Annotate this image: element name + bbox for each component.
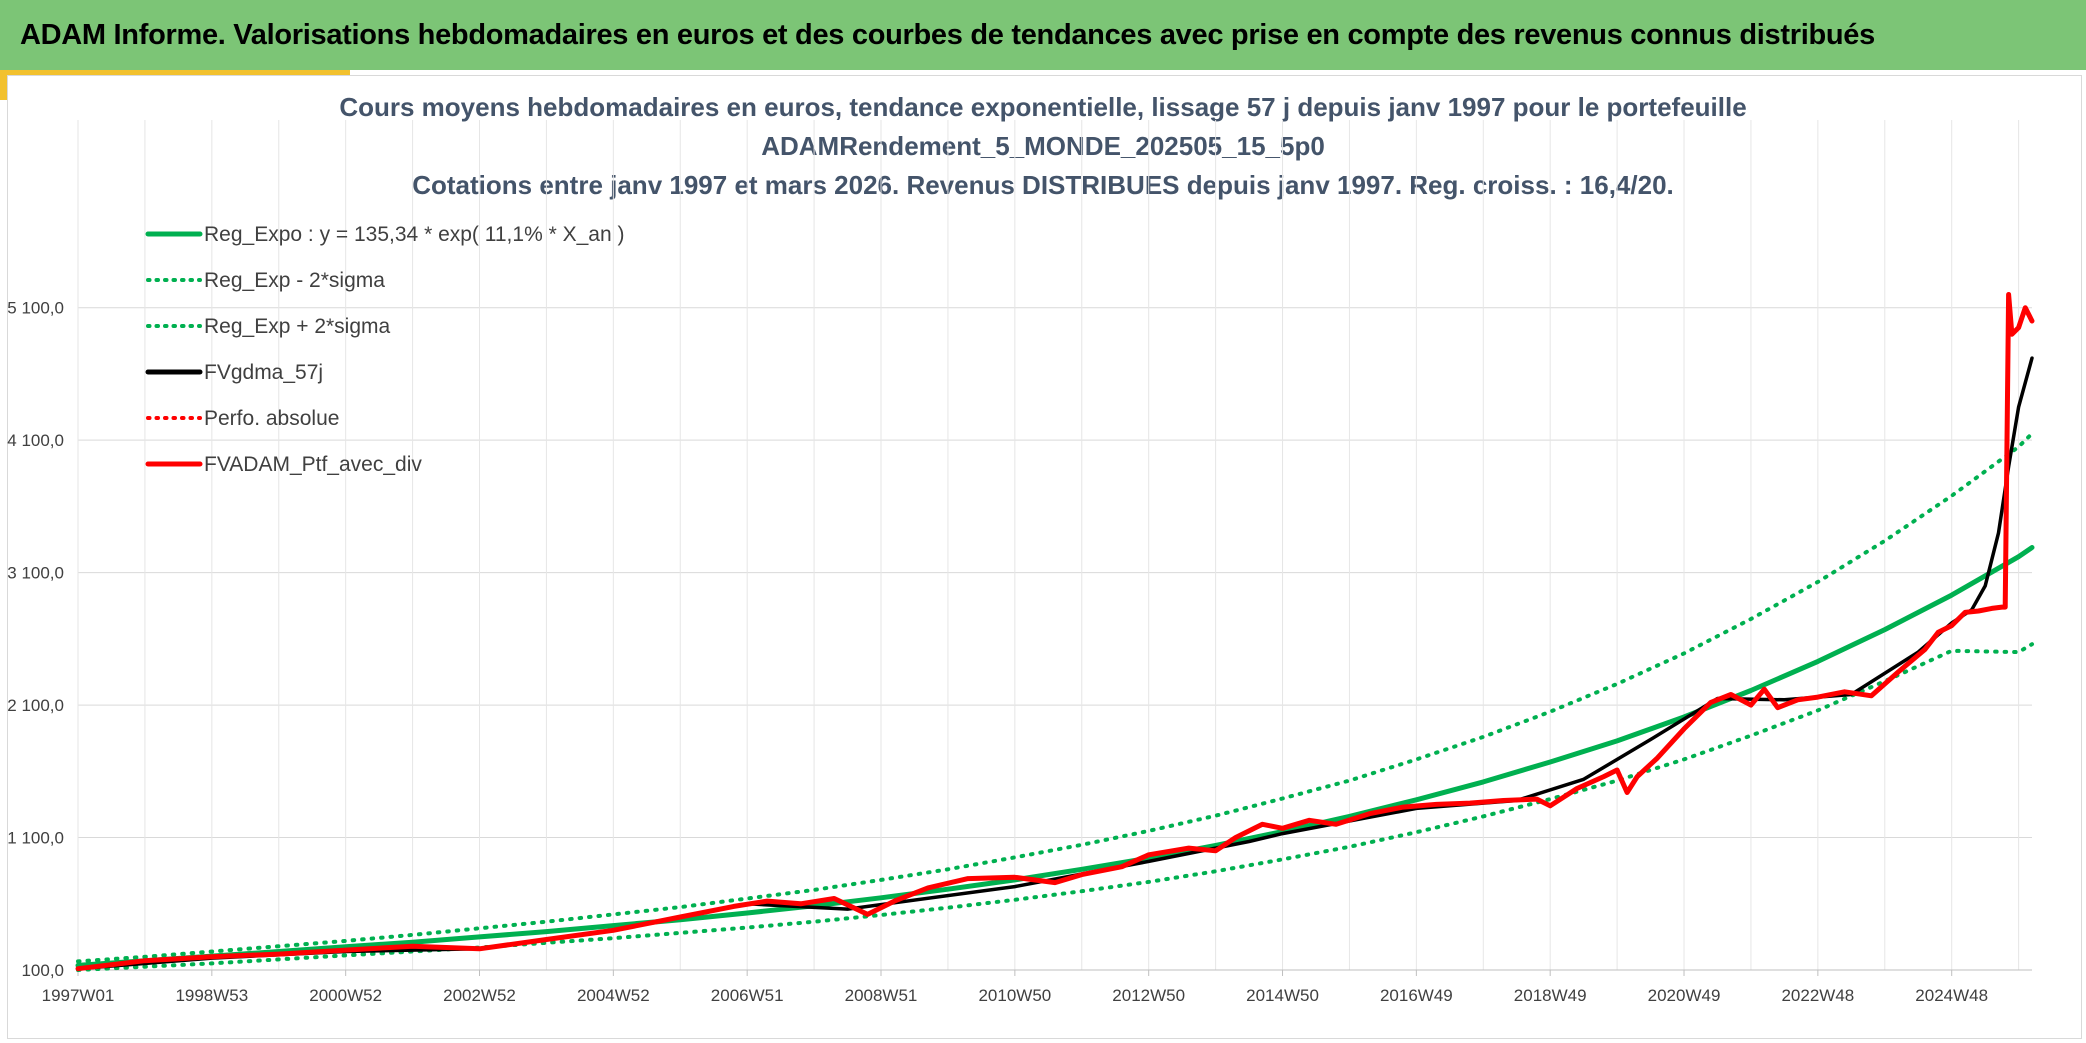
accent-bar (0, 70, 350, 75)
chart-title-line-2: ADAMRendement_5_MONDE_202505_15_5p0 (761, 131, 1325, 161)
x-tick-label: 2024W48 (1915, 986, 1988, 1005)
series-group (75, 292, 2035, 972)
grid (77, 120, 2032, 971)
y-tick-label: 2 100,0 (7, 696, 64, 715)
x-axis-ticks: 1997W01 1998W53 2000W52 2002W52 2004W52 2006W… (42, 969, 2032, 1005)
legend-label: Reg_Exp - 2*sigma (204, 269, 385, 292)
accent-bar-side (0, 70, 7, 100)
x-tick-label: 2018W49 (1514, 986, 1587, 1005)
x-tick-label: 1998W53 (175, 986, 248, 1005)
legend-label: FVgdma_57j (204, 361, 323, 384)
legend-label: Perfo. absolue (204, 407, 339, 430)
y-tick-label: 100,0 (21, 961, 64, 980)
series-line-fvgdma-57j (76, 356, 2034, 971)
x-tick-label: 2002W52 (443, 986, 516, 1005)
y-axis-ticks: 100,0 1 100,0 2 100,0 3 100,0 4 100,0 5 100,0 (7, 299, 64, 980)
y-tick-label: 3 100,0 (7, 564, 64, 583)
legend-label: Reg_Expo : y = 135,34 * exp( 11,1% * X_a… (204, 223, 624, 246)
x-tick-label: 2010W50 (978, 986, 1051, 1005)
y-tick-label: 1 100,0 (7, 829, 64, 848)
series-line-fvadam-ptf-avec-div (75, 292, 2035, 972)
x-tick-label: 2022W48 (1781, 986, 1854, 1005)
legend-label: Reg_Exp + 2*sigma (204, 315, 391, 338)
x-tick-label: 2000W52 (309, 986, 382, 1005)
chart-title-line-3: Cotations entre janv 1997 et mars 2026. … (412, 170, 1674, 200)
y-tick-label: 4 100,0 (7, 431, 64, 450)
x-tick-label: 2008W51 (845, 986, 918, 1005)
series-line-reg-exp-2-sigma (76, 431, 2034, 964)
chart-title-line-1: Cours moyens hebdomadaires en euros, ten… (339, 92, 1747, 122)
x-tick-label: 2004W52 (577, 986, 650, 1005)
x-tick-label: 2016W49 (1380, 986, 1453, 1005)
page-title: ADAM Informe. Valorisations hebdomadaire… (20, 18, 1875, 51)
x-tick-label: 2014W50 (1246, 986, 1319, 1005)
x-tick-label: 1997W01 (42, 986, 115, 1005)
x-tick-label: 2012W50 (1112, 986, 1185, 1005)
chart-frame (7, 75, 2082, 1039)
y-tick-label: 5 100,0 (7, 299, 64, 318)
series-line-reg-expo (75, 545, 2035, 968)
legend: Reg_Expo : y = 135,34 * exp( 11,1% * X_a… (145, 223, 624, 476)
x-tick-label: 2020W49 (1648, 986, 1721, 1005)
legend-label: FVADAM_Ptf_avec_div (204, 453, 422, 476)
x-tick-label: 2006W51 (711, 986, 784, 1005)
header-banner: ADAM Informe. Valorisations hebdomadaire… (0, 0, 2086, 70)
